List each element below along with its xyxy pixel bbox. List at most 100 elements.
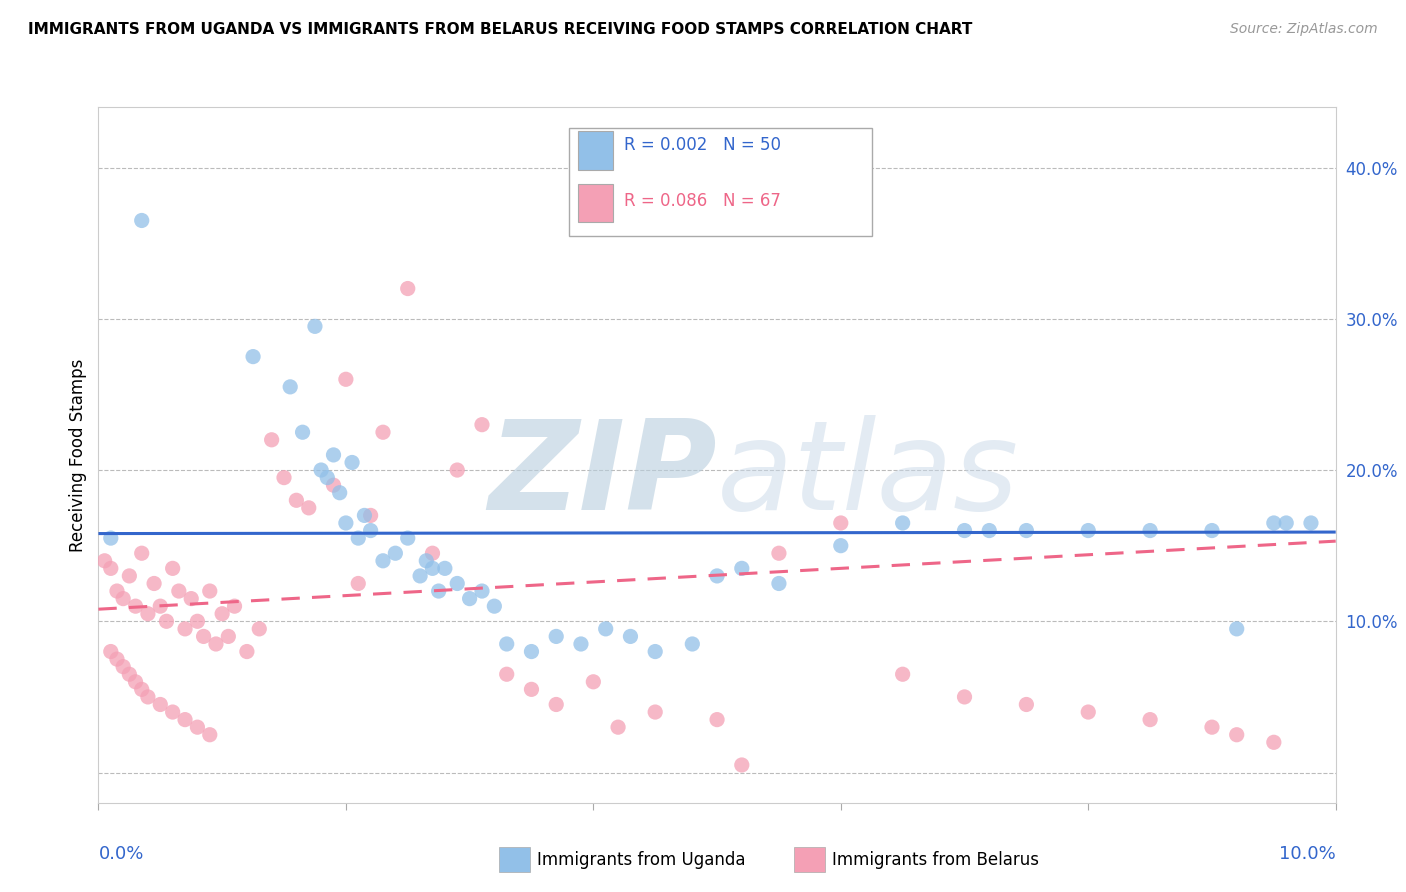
Point [105,584,128,599]
Point [396,531,419,545]
Point [347,576,370,591]
Point [396,281,419,295]
Point [93,554,115,568]
Text: Immigrants from Belarus: Immigrants from Belarus [832,851,1039,869]
Point [1077,705,1099,719]
Point [198,584,221,599]
Point [322,478,344,492]
Text: atlas: atlas [717,416,1019,536]
Text: IMMIGRANTS FROM UGANDA VS IMMIGRANTS FROM BELARUS RECEIVING FOOD STAMPS CORRELAT: IMMIGRANTS FROM UGANDA VS IMMIGRANTS FRO… [28,22,973,37]
Point [582,674,605,689]
Point [619,629,641,643]
Point [607,720,630,734]
Point [143,576,166,591]
Point [131,213,153,227]
Point [1201,524,1223,538]
Point [768,576,790,591]
Point [1015,524,1038,538]
Point [131,682,153,697]
Point [1139,713,1161,727]
Point [891,516,914,530]
Point [706,713,728,727]
Point [569,637,592,651]
Point [427,584,450,599]
Point [1201,720,1223,734]
Point [495,667,517,681]
Point [495,637,517,651]
Point [118,569,141,583]
Point [644,644,666,658]
Point [1226,728,1249,742]
Point [149,698,172,712]
Point [174,622,197,636]
Point [247,622,270,636]
Point [167,584,190,599]
Point [180,591,202,606]
Point [830,539,852,553]
Point [340,455,363,469]
Point [186,615,208,629]
Point [100,531,122,545]
Point [112,659,135,673]
Text: ZIP: ZIP [488,416,717,536]
Point [415,554,437,568]
Point [953,524,976,538]
FancyBboxPatch shape [578,131,613,169]
Point [422,561,444,575]
Point [409,569,432,583]
Point [335,516,357,530]
Point [186,720,208,734]
FancyBboxPatch shape [578,184,613,222]
Point [1226,622,1249,636]
Point [236,644,259,658]
Point [1299,516,1322,530]
Point [162,705,184,719]
Point [706,569,728,583]
Point [422,546,444,560]
Text: R = 0.086   N = 67: R = 0.086 N = 67 [624,192,782,210]
Point [681,637,703,651]
Point [136,690,159,704]
Point [371,554,394,568]
Point [174,713,197,727]
Point [595,622,617,636]
Point [891,667,914,681]
Point [211,607,233,621]
Point [371,425,394,440]
Point [278,380,301,394]
Point [644,705,666,719]
Y-axis label: Receiving Food Stamps: Receiving Food Stamps [69,359,87,551]
Point [768,546,790,560]
Point [520,644,543,658]
Point [136,607,159,621]
Text: Immigrants from Uganda: Immigrants from Uganda [537,851,745,869]
Point [298,500,321,515]
Point [118,667,141,681]
Point [1139,524,1161,538]
Point [149,599,172,614]
Point [304,319,326,334]
Point [360,524,382,538]
Point [322,448,344,462]
Text: R = 0.002   N = 50: R = 0.002 N = 50 [624,136,782,154]
Point [433,561,456,575]
Point [100,644,122,658]
Point [335,372,357,386]
Point [458,591,481,606]
Text: 0.0%: 0.0% [98,845,143,863]
Point [1015,698,1038,712]
Point [347,531,370,545]
Point [471,417,494,432]
Point [217,629,239,643]
Point [1077,524,1099,538]
Point [309,463,332,477]
Point [1275,516,1298,530]
Point [1263,735,1285,749]
Point [242,350,264,364]
Point [546,629,568,643]
Point [285,493,308,508]
Point [131,546,153,560]
Point [446,576,468,591]
Point [273,470,295,484]
Point [260,433,283,447]
